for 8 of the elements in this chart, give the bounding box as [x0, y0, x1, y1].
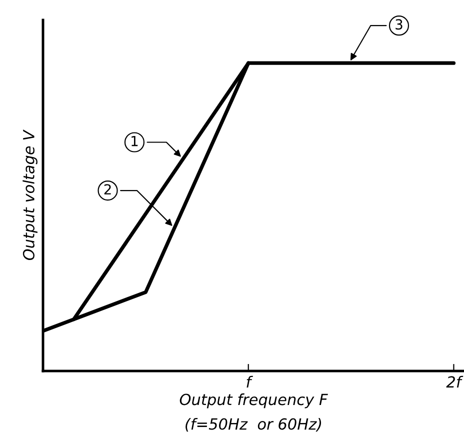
- x-tick-label: f: [246, 376, 253, 388]
- y-axis-title: Output voltage V: [22, 129, 38, 260]
- annotation: 1: [132, 136, 138, 146]
- text: 3: [396, 19, 402, 30]
- x-tick-label: 2f: [446, 376, 464, 388]
- annotation: 2: [104, 184, 111, 194]
- x-axis-title: Output frequency F: [180, 393, 328, 408]
- text: (f=50Hz or 60Hz): [186, 418, 322, 432]
